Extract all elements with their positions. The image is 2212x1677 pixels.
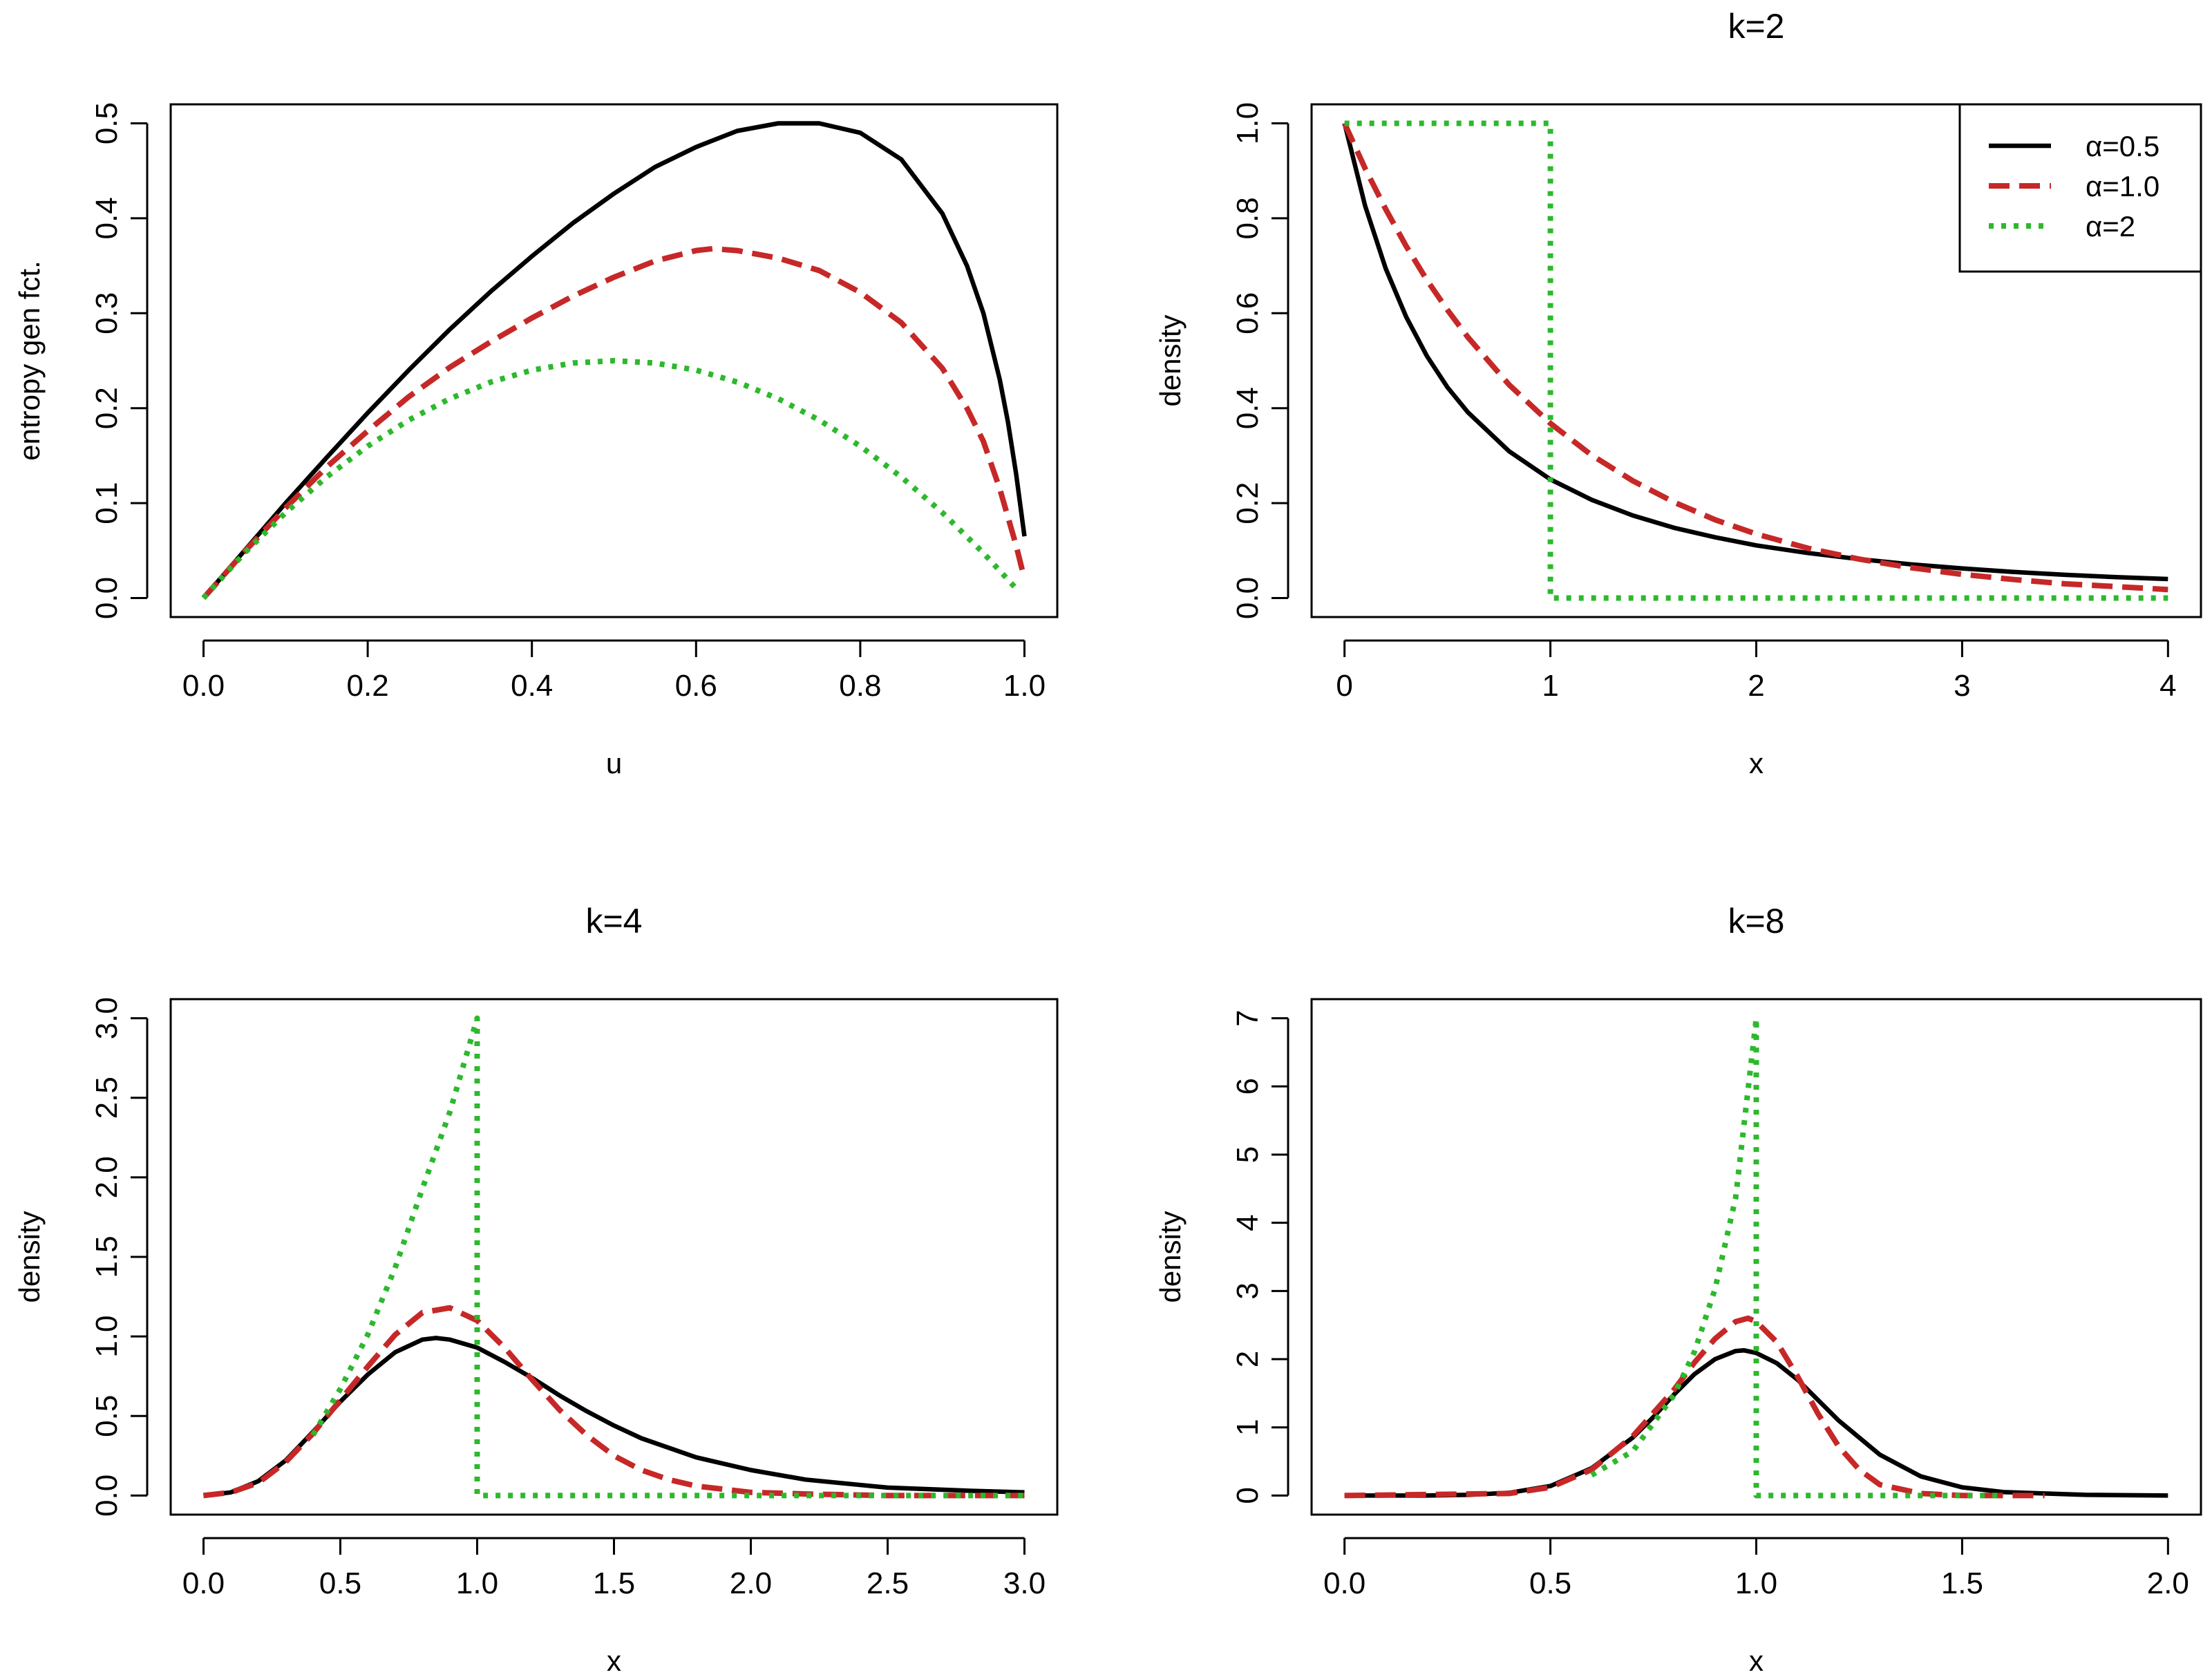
plot-frame: [1310, 998, 2202, 1516]
x-tick-label: 0.0: [1323, 1566, 1365, 1600]
legend: α=0.5 α=1.0 α=2: [1958, 103, 2202, 273]
x-tick-label: 0.5: [319, 1566, 361, 1600]
y-tick-label: 0.4: [90, 197, 124, 239]
x-tick-label: 1.0: [1003, 669, 1046, 703]
panel-k8: 0.0 0.5 1.0 1.5 2.0 0 1 2 3 4 5 6 7 x density k=8: [1154, 902, 2202, 1677]
y-tick-label: 6: [1231, 1078, 1265, 1095]
y-tick-label: 2: [1231, 1351, 1265, 1367]
y-axis-title: entropy gen fct.: [13, 260, 46, 461]
series-line-dotted: [1344, 120, 2168, 601]
x-tick-label: 4: [2159, 669, 2176, 703]
y-tick-label: 0.0: [1231, 577, 1265, 619]
x-axis-title: x: [1749, 747, 1764, 779]
y-tick-label: 0.2: [1231, 482, 1265, 524]
y-tick-label: 3: [1231, 1282, 1265, 1299]
y-tick-label: 2.0: [90, 1156, 124, 1198]
y-tick-label: 0.5: [90, 1395, 124, 1437]
x-tick-label: 2.0: [730, 1566, 772, 1600]
y-tick-label: 2.5: [90, 1077, 124, 1119]
x-tick-label: 1.5: [593, 1566, 635, 1600]
panel-title: k=8: [1728, 902, 1784, 940]
x-tick-label: 0.2: [347, 669, 389, 703]
legend-label: α=2: [2086, 210, 2135, 243]
y-tick-label: 0.2: [90, 387, 124, 429]
x-axis-title: x: [607, 1645, 621, 1677]
y-tick-label: 0.3: [90, 292, 124, 334]
x-tick-label: 1.0: [1735, 1566, 1777, 1600]
x-tick-label: 1.5: [1941, 1566, 1983, 1600]
y-tick-label: 1.0: [1231, 102, 1265, 144]
plot-frame: [1310, 103, 2202, 618]
y-tick-label: 1.0: [90, 1316, 124, 1358]
series-line-solid: [1342, 122, 2168, 582]
y-tick-label: 0.0: [90, 1475, 124, 1517]
y-tick-label: 1: [1231, 1419, 1265, 1435]
y-tick-label: 0.0: [90, 577, 124, 619]
y-tick-label: 0.8: [1231, 197, 1265, 239]
y-tick-label: 0.6: [1231, 292, 1265, 334]
x-axis-title: u: [606, 747, 622, 779]
y-tick-label: 1.5: [90, 1235, 124, 1278]
y-axis-title: density: [1154, 1211, 1187, 1302]
x-tick-label: 0: [1336, 669, 1352, 703]
panel-title: k=4: [585, 902, 642, 940]
plot-frame: [169, 103, 1059, 618]
panel-k4: 0.0 0.5 1.0 1.5 2.0 2.5 3.0 0.0 0.5 1.0 1.5 2.0 2.5 3…: [13, 902, 1059, 1677]
series-line-dashed: [1342, 122, 2168, 593]
y-tick-label: 3.0: [90, 997, 124, 1039]
y-tick-label: 0.5: [90, 102, 124, 144]
plot-frame: [169, 998, 1059, 1516]
x-tick-label: 0.5: [1529, 1566, 1571, 1600]
x-tick-label: 1: [1542, 669, 1558, 703]
x-tick-label: 2: [1748, 669, 1764, 703]
panel-entropy: 0.0 0.2 0.4 0.6 0.8 1.0 0.0 0.1 0.2 0.3 0.4 0.5 u ent…: [13, 102, 1059, 779]
legend-label: α=0.5: [2086, 130, 2159, 162]
x-tick-label: 3: [1954, 669, 1970, 703]
y-tick-label: 5: [1231, 1146, 1265, 1163]
y-tick-label: 0.4: [1231, 387, 1265, 429]
series-line-dotted: [310, 1015, 1025, 1499]
x-tick-label: 1.0: [456, 1566, 498, 1600]
panel-title: k=2: [1728, 7, 1784, 46]
x-tick-label: 0.0: [182, 1566, 225, 1600]
y-tick-label: 0.1: [90, 482, 124, 524]
x-tick-label: 0.0: [182, 669, 225, 703]
y-tick-label: 0: [1231, 1487, 1265, 1504]
x-axis-title: x: [1749, 1645, 1764, 1677]
series-line-dashed: [1344, 1315, 2045, 1499]
x-tick-label: 3.0: [1003, 1566, 1046, 1600]
x-tick-label: 2.0: [2147, 1566, 2189, 1600]
x-tick-label: 0.4: [511, 669, 553, 703]
x-tick-label: 2.5: [867, 1566, 909, 1600]
y-axis-title: density: [1154, 314, 1187, 406]
y-tick-label: 4: [1231, 1214, 1265, 1231]
panel-k2: 0 1 2 3 40.00.20.40.60.81.0xdensityk=2α=0.5α…: [1154, 7, 2202, 779]
series-line-dotted: [201, 358, 1019, 600]
series-line-dashed: [201, 245, 1028, 600]
series-line-solid: [202, 121, 1027, 600]
series-line-dotted: [1590, 1015, 2003, 1499]
y-tick-label: 7: [1231, 1010, 1265, 1026]
series-line-dashed: [203, 1305, 1025, 1499]
x-tick-label: 0.6: [675, 669, 717, 703]
y-axis-title: density: [13, 1211, 46, 1302]
legend-label: α=1.0: [2086, 170, 2159, 202]
x-tick-label: 0.8: [839, 669, 881, 703]
